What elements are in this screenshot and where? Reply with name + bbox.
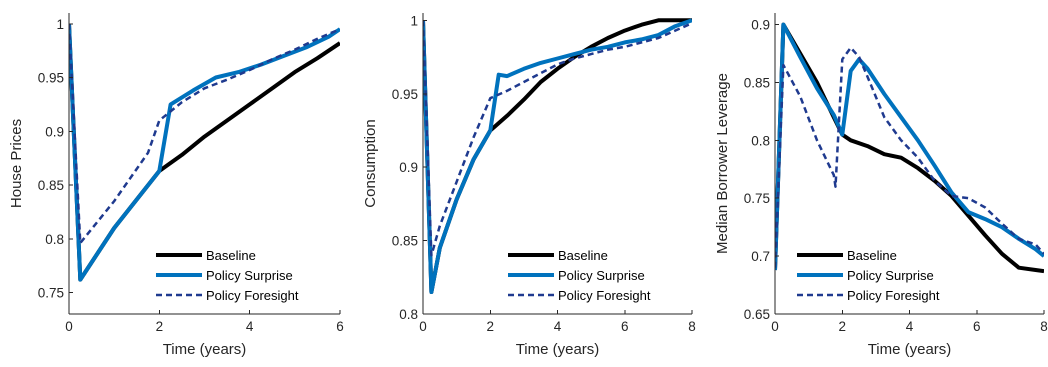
legend-label-1: Baseline	[847, 248, 897, 263]
y-tick-label: 0.85	[38, 178, 64, 193]
y-tick-label: 0.9	[45, 124, 64, 139]
x-axis-title: Time (years)	[868, 341, 952, 358]
x-tick-label: 8	[1040, 319, 1048, 334]
y-tick-label: 0.8	[45, 232, 64, 247]
y-tick-label: 0.95	[38, 71, 64, 86]
x-axis-title: Time (years)	[516, 341, 600, 358]
x-tick-label: 2	[486, 319, 494, 334]
y-tick-label: 0.8	[751, 133, 770, 148]
series-line-2	[69, 23, 340, 282]
x-tick-label: 0	[65, 319, 73, 334]
x-tick-label: 0	[419, 319, 427, 334]
x-tick-label: 0	[771, 319, 779, 334]
legend-label-3: Policy Foresight	[558, 288, 651, 303]
x-tick-label: 4	[246, 319, 254, 334]
x-axis-title: Time (years)	[163, 341, 247, 358]
series-line-1	[775, 22, 1044, 274]
y-tick-label: 1	[410, 13, 418, 28]
y-tick-label: 0.9	[751, 18, 770, 33]
legend-label-3: Policy Foresight	[206, 288, 299, 303]
x-tick-label: 4	[906, 319, 914, 334]
y-tick-label: 0.8	[399, 307, 418, 322]
legend-label-3: Policy Foresight	[847, 288, 940, 303]
chart-3: 0 2 4 6 8 0.65 0.7 0.75 0.8 0.85 0.9 Time (years) Me…	[714, 13, 1048, 358]
y-tick-label: 1	[56, 17, 64, 32]
series-line-3	[423, 20, 692, 257]
series-line-2	[423, 18, 692, 294]
legend: Baseline Policy Surprise Policy Foresight	[789, 242, 979, 308]
y-axis-title: Consumption	[362, 119, 379, 207]
x-tick-label: 2	[838, 319, 846, 334]
y-tick-label: 0.85	[392, 234, 418, 249]
legend-label-2: Policy Surprise	[558, 268, 645, 283]
x-tick-label: 2	[156, 319, 164, 334]
y-tick-label: 0.95	[392, 87, 418, 102]
y-axis-title: Median Borrower Leverage	[714, 73, 731, 254]
y-tick-label: 0.85	[744, 75, 770, 90]
legend-label-2: Policy Surprise	[206, 268, 293, 283]
chart-2: 0 2 4 6 8 0.8 0.85 0.9 0.95 1 Time (years) Consumpt…	[362, 13, 696, 358]
y-tick-label: 0.75	[38, 286, 64, 301]
series-line-3	[69, 23, 340, 245]
x-tick-label: 4	[554, 319, 562, 334]
x-tick-label: 6	[621, 319, 629, 334]
x-tick-label: 6	[336, 319, 344, 334]
legend-label-1: Baseline	[206, 248, 256, 263]
y-tick-label: 0.7	[751, 249, 770, 264]
y-tick-label: 0.65	[744, 307, 770, 322]
series-line-2	[775, 22, 1044, 271]
legend-label-2: Policy Surprise	[847, 268, 934, 283]
chart-1: 0 2 4 6 0.75 0.8 0.85 0.9 0.95 1 Time (years) House…	[8, 13, 344, 358]
legend: Baseline Policy Surprise Policy Foresight	[148, 242, 338, 308]
x-tick-label: 6	[973, 319, 981, 334]
legend-label-1: Baseline	[558, 248, 608, 263]
legend: Baseline Policy Surprise Policy Foresight	[500, 242, 690, 308]
x-tick-label: 8	[688, 319, 696, 334]
y-axis-title: House Prices	[8, 119, 25, 208]
y-tick-label: 0.9	[399, 160, 418, 175]
y-tick-label: 0.75	[744, 191, 770, 206]
series-line-3	[775, 46, 1044, 268]
series-line-1	[69, 23, 340, 282]
